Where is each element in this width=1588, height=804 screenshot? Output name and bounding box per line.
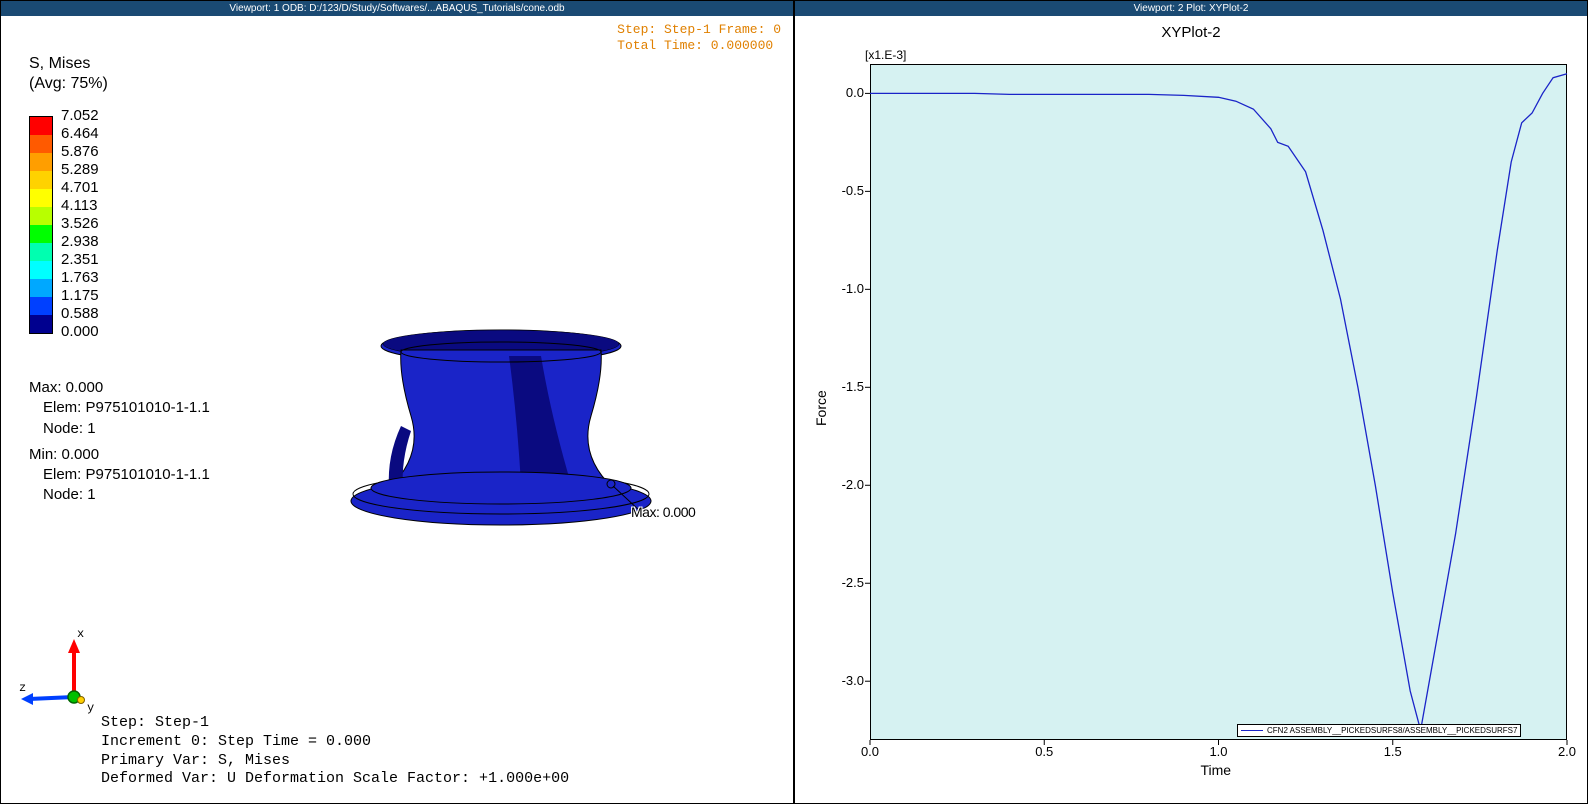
plot-legend: CFN2 ASSEMBLY__PICKEDSURFS8/ASSEMBLY__PI…: [1237, 724, 1521, 737]
viewport-2[interactable]: Viewport: 2 Plot: XYPlot-2 XYPlot-2 [x1.…: [794, 0, 1588, 804]
legend-series-text: CFN2 ASSEMBLY__PICKEDSURFS8/ASSEMBLY__PI…: [1267, 726, 1517, 735]
legend-title-line2: (Avg: 75%): [29, 74, 108, 94]
min-elem: Elem: P975101010-1-1.1: [43, 465, 210, 485]
viewport-1-canvas[interactable]: Step: Step-1 Frame: 0 Total Time: 0.0000…: [1, 16, 793, 803]
viewport-2-canvas[interactable]: XYPlot-2 [x1.E-3] Force Time CFN2 ASSEMB…: [795, 16, 1587, 803]
legend-value: 0.000: [61, 323, 99, 341]
legend-value: 2.938: [61, 233, 99, 251]
x-tick-label: 1.0: [1199, 744, 1239, 759]
max-node: Node: 1: [43, 419, 210, 439]
axis-x-label: x: [77, 627, 84, 641]
legend-value: 1.763: [61, 269, 99, 287]
legend-value: 0.588: [61, 305, 99, 323]
legend-value: 1.175: [61, 287, 99, 305]
y-tick-label: -2.0: [824, 477, 864, 492]
viewport-1[interactable]: Viewport: 1 ODB: D:/123/D/Study/Software…: [0, 0, 794, 804]
plot-line: [795, 16, 1587, 800]
axis-z-label: z: [19, 681, 26, 695]
footer-line-1: Step: Step-1: [101, 714, 569, 733]
min-label: Min: 0.000: [29, 445, 210, 465]
legend-swatch: [30, 189, 52, 207]
legend-swatch: [30, 153, 52, 171]
y-tick-label: -1.5: [824, 379, 864, 394]
x-axis-label: Time: [1201, 762, 1232, 778]
legend-swatch: [30, 207, 52, 225]
footer-line-3: Primary Var: S, Mises: [101, 752, 569, 771]
legend-swatch: [30, 315, 52, 333]
legend-line-swatch: [1241, 730, 1263, 731]
y-tick-label: 0.0: [824, 85, 864, 100]
app-container: Viewport: 1 ODB: D:/123/D/Study/Software…: [0, 0, 1588, 804]
y-axis-label: Force: [813, 390, 829, 426]
x-tick-label: 0.5: [1024, 744, 1064, 759]
legend-value: 7.052: [61, 107, 99, 125]
legend-swatch: [30, 261, 52, 279]
y-tick-label: -1.0: [824, 281, 864, 296]
legend-value: 4.701: [61, 179, 99, 197]
axis-y-label: y: [87, 701, 94, 715]
x-tick-label: 1.5: [1373, 744, 1413, 759]
legend-swatch: [30, 117, 52, 135]
max-label: Max: 0.000: [29, 378, 210, 398]
legend-values: 7.0526.4645.8765.2894.7014.1133.5262.938…: [61, 107, 99, 341]
legend-value: 2.351: [61, 251, 99, 269]
legend-swatch: [30, 225, 52, 243]
max-marker-label: Max: 0.000: [631, 504, 695, 520]
legend-value: 5.289: [61, 161, 99, 179]
min-node: Node: 1: [43, 485, 210, 505]
y-tick-label: -2.5: [824, 575, 864, 590]
minmax-readout: Max: 0.000 Elem: P975101010-1-1.1 Node: …: [29, 378, 210, 506]
legend-value: 6.464: [61, 125, 99, 143]
y-tick-label: -0.5: [824, 183, 864, 198]
x-tick-label: 2.0: [1547, 744, 1587, 759]
legend-swatch: [30, 279, 52, 297]
legend-swatch: [30, 171, 52, 189]
legend-title: S, Mises (Avg: 75%): [29, 54, 108, 94]
legend-title-line1: S, Mises: [29, 54, 108, 74]
model-render[interactable]: [341, 316, 661, 556]
legend-swatch: [30, 243, 52, 261]
viewport-2-titlebar: Viewport: 2 Plot: XYPlot-2: [795, 1, 1587, 16]
footer-info: Step: Step-1 Increment 0: Step Time = 0.…: [101, 714, 569, 789]
contour-legend: 7.0526.4645.8765.2894.7014.1133.5262.938…: [29, 116, 99, 341]
legend-swatch: [30, 297, 52, 315]
legend-value: 4.113: [61, 197, 99, 215]
footer-line-2: Increment 0: Step Time = 0.000: [101, 733, 569, 752]
step-line-1: Step: Step-1 Frame: 0: [617, 22, 781, 38]
legend-value: 5.876: [61, 143, 99, 161]
max-elem: Elem: P975101010-1-1.1: [43, 398, 210, 418]
axis-triad[interactable]: x z y: [19, 627, 109, 717]
step-line-2: Total Time: 0.000000: [617, 38, 781, 54]
x-tick-label: 0.0: [850, 744, 890, 759]
legend-swatch: [30, 135, 52, 153]
y-tick-label: -3.0: [824, 673, 864, 688]
footer-line-4: Deformed Var: U Deformation Scale Factor…: [101, 770, 569, 789]
viewport-1-titlebar: Viewport: 1 ODB: D:/123/D/Study/Software…: [1, 1, 793, 16]
legend-value: 3.526: [61, 215, 99, 233]
legend-colorbar: [29, 116, 53, 334]
step-frame-info: Step: Step-1 Frame: 0 Total Time: 0.0000…: [617, 22, 781, 53]
